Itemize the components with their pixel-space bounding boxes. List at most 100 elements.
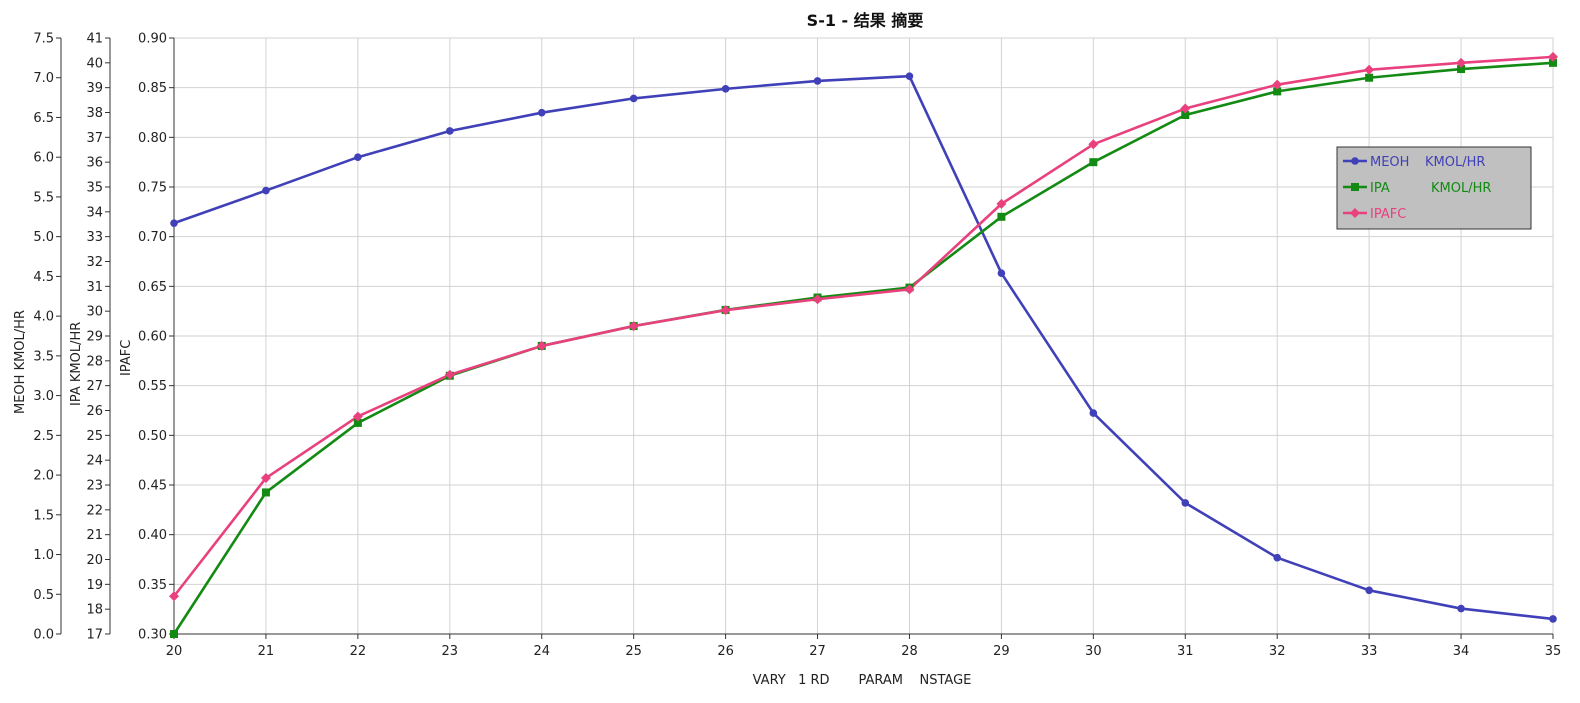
legend-item-meoh: MEOH <box>1370 155 1409 170</box>
data-point-meoh <box>446 127 454 135</box>
y-tick-label-meoh: 7.5 <box>33 32 54 47</box>
x-tick-label: 24 <box>533 644 550 659</box>
x-tick-label: 25 <box>625 644 642 659</box>
legend-item-ipafc: IPAFC <box>1370 207 1406 222</box>
data-point-meoh <box>1089 409 1098 417</box>
y-tick-label-meoh: 6.5 <box>33 111 54 126</box>
data-point-ipafc <box>352 411 363 422</box>
x-tick-label: 21 <box>258 644 275 659</box>
series-line-ipafc <box>172 55 1554 598</box>
y-tick-label-ipafc: 0.55 <box>138 379 167 394</box>
y-tick-label-ipa: 26 <box>86 404 103 419</box>
data-point-ipafc <box>720 305 731 316</box>
y-tick-label-ipa: 19 <box>86 578 103 593</box>
x-tick-label: 26 <box>717 644 734 659</box>
legend-swatch-marker <box>1351 157 1359 165</box>
data-point-ipa <box>1365 73 1374 82</box>
data-point-ipafc <box>812 294 823 305</box>
y-tick-label-ipafc: 0.90 <box>138 32 167 47</box>
data-point-meoh <box>1181 499 1190 507</box>
data-point-ipafc <box>260 473 271 484</box>
data-point-meoh <box>1457 604 1465 613</box>
y-tick-label-ipa: 31 <box>86 280 103 295</box>
y-tick-label-ipa: 28 <box>86 354 103 369</box>
y-tick-label-ipafc: 0.40 <box>138 528 167 543</box>
x-tick-label: 22 <box>350 644 367 659</box>
data-point-ipa <box>1089 158 1098 167</box>
data-point-ipafc <box>996 198 1007 209</box>
x-tick-label: 20 <box>166 644 183 659</box>
y-tick-label-ipafc: 0.65 <box>138 280 167 295</box>
y-tick-label-ipa: 20 <box>86 553 103 568</box>
data-point-ipa <box>353 418 362 427</box>
data-point-ipa <box>261 488 270 497</box>
y-tick-label-meoh: 0.5 <box>33 588 54 603</box>
y-axis-label-ipa: IPA KMOL/HR <box>69 322 84 406</box>
y-tick-label-ipa: 24 <box>86 454 103 469</box>
x-tick-label: 32 <box>1269 644 1286 659</box>
series-line-meoh <box>173 74 1554 621</box>
y-tick-label-ipafc: 0.75 <box>138 181 167 196</box>
y-axis-label-ipafc: IPAFC <box>119 340 134 376</box>
y-tick-label-ipa: 33 <box>86 230 103 245</box>
y-tick-label-ipafc: 0.50 <box>138 429 167 444</box>
y-tick-label-ipa: 35 <box>86 181 103 196</box>
x-tick-label: 34 <box>1453 644 1470 659</box>
data-point-meoh <box>905 72 914 80</box>
x-tick-label: 27 <box>809 644 826 659</box>
y-tick-label-ipafc: 0.70 <box>138 230 167 245</box>
y-tick-label-ipa: 29 <box>86 330 103 345</box>
x-tick-label: 30 <box>1085 644 1102 659</box>
data-point-ipa <box>1549 58 1557 67</box>
y-tick-label-ipa: 37 <box>86 131 103 146</box>
y-tick-label-ipa: 34 <box>86 205 103 220</box>
y-tick-label-meoh: 6.0 <box>33 151 54 166</box>
y-tick-label-ipafc: 0.85 <box>138 81 167 96</box>
y-tick-label-ipa: 39 <box>86 81 103 96</box>
x-tick-label: 31 <box>1177 644 1194 659</box>
data-point-meoh <box>629 94 638 103</box>
y-tick-label-ipa: 30 <box>86 305 103 320</box>
legend-unit-meoh: KMOL/HR <box>1425 155 1485 170</box>
y-tick-label-ipa: 41 <box>86 32 103 47</box>
y-tick-label-meoh: 4.0 <box>33 310 54 325</box>
data-point-ipafc <box>1456 57 1467 68</box>
data-point-ipafc <box>628 321 639 332</box>
axes: 20 21 22 23 24 25 26 27 28 29 30 31 32 33 34 35 0.0 0.5 1.… <box>13 32 1561 660</box>
legend[interactable]: MEOH KMOL/HR IPA KMOL/HR IPAFC <box>1336 146 1532 230</box>
y-tick-label-meoh: 1.0 <box>33 548 54 563</box>
data-point-ipa <box>1457 65 1466 74</box>
series-line-ipa <box>172 61 1554 635</box>
legend-unit-ipa: KMOL/HR <box>1431 181 1491 196</box>
data-point-meoh <box>1365 586 1373 595</box>
data-point-meoh <box>1549 615 1557 623</box>
y-tick-label-ipafc: 0.30 <box>138 628 167 643</box>
data-point-ipafc <box>904 284 915 295</box>
data-point-meoh <box>354 153 362 161</box>
y-tick-label-ipa: 18 <box>86 603 103 618</box>
data-point-ipafc <box>1272 79 1283 90</box>
y-tick-label-ipa: 40 <box>86 56 103 71</box>
y-tick-label-meoh: 1.5 <box>33 508 54 523</box>
x-tick-label: 28 <box>901 644 918 659</box>
y-tick-label-ipa: 23 <box>86 479 103 494</box>
y-tick-label-ipa: 17 <box>86 628 103 643</box>
y-tick-label-meoh: 5.0 <box>33 230 54 245</box>
data-point-ipafc <box>1088 139 1099 150</box>
x-tick-label: 33 <box>1361 644 1378 659</box>
y-tick-label-ipa: 22 <box>86 503 103 518</box>
legend-item-ipa: IPA <box>1370 181 1390 196</box>
data-point-ipafc <box>1180 103 1191 114</box>
legend-box <box>1336 146 1532 230</box>
y-tick-label-ipafc: 0.35 <box>138 578 167 593</box>
data-point-meoh <box>997 269 1006 278</box>
y-axis-label-meoh: MEOH KMOL/HR <box>13 310 28 414</box>
data-point-meoh <box>262 186 270 195</box>
chart-title: S-1 - 结果 摘要 <box>807 11 924 30</box>
data-point-ipafc <box>444 369 455 380</box>
x-tick-label: 35 <box>1545 644 1562 659</box>
data-point-ipafc <box>536 340 547 351</box>
y-tick-label-ipafc: 0.60 <box>138 330 167 345</box>
y-tick-label-meoh: 3.5 <box>33 349 54 364</box>
